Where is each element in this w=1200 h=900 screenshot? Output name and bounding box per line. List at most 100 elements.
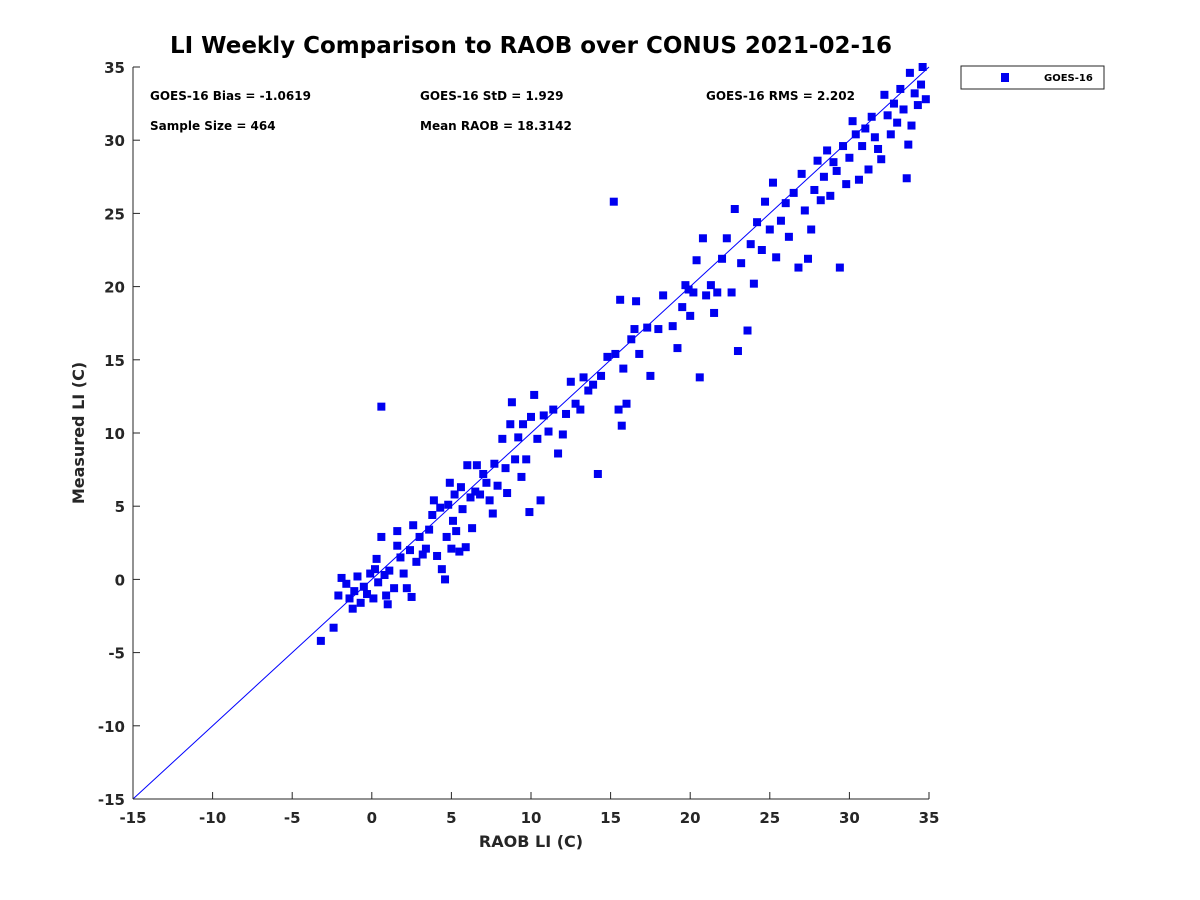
data-point	[917, 80, 926, 89]
data-point	[813, 156, 822, 165]
data-point	[861, 124, 870, 133]
x-tick-label: -5	[284, 809, 301, 827]
data-point	[832, 166, 841, 175]
x-tick-label: 25	[759, 809, 780, 827]
data-point	[702, 291, 711, 300]
data-point	[630, 325, 639, 334]
data-point	[776, 216, 785, 225]
data-point	[816, 196, 825, 205]
data-point	[668, 322, 677, 331]
data-point	[746, 240, 755, 249]
data-point	[359, 582, 368, 591]
y-tick-label: 35	[104, 59, 125, 77]
data-point	[781, 199, 790, 208]
data-point	[706, 281, 715, 290]
data-point	[461, 543, 470, 552]
y-tick-label: 25	[104, 205, 125, 223]
data-point	[880, 90, 889, 99]
x-tick-label: 20	[680, 809, 701, 827]
data-point	[632, 297, 641, 306]
data-point	[448, 516, 457, 525]
data-point	[402, 584, 411, 593]
data-point	[514, 433, 523, 442]
data-point	[727, 288, 736, 297]
data-point	[472, 461, 481, 470]
data-point	[539, 411, 548, 420]
data-point	[886, 130, 895, 139]
data-point	[829, 158, 838, 167]
data-point	[490, 459, 499, 468]
y-tick-label: -5	[108, 645, 125, 663]
data-point	[566, 377, 575, 386]
data-point	[768, 178, 777, 187]
data-point	[854, 175, 863, 184]
data-point	[749, 279, 758, 288]
data-point	[845, 153, 854, 162]
data-point	[619, 364, 628, 373]
data-point	[334, 591, 343, 600]
data-point	[456, 483, 465, 492]
data-point	[425, 525, 434, 534]
data-point	[614, 405, 623, 414]
data-point	[549, 405, 558, 414]
data-point	[501, 464, 510, 473]
y-tick-label: 10	[104, 425, 125, 443]
data-point	[593, 469, 602, 478]
data-point	[654, 325, 663, 334]
data-point	[684, 285, 693, 294]
x-tick-label: 10	[521, 809, 542, 827]
y-tick-label: 5	[115, 498, 125, 516]
std-annotation: GOES-16 StD = 1.929	[420, 89, 563, 103]
data-point	[692, 256, 701, 265]
data-point	[877, 155, 886, 164]
data-point	[428, 510, 437, 519]
data-point	[921, 95, 930, 104]
data-point	[722, 234, 731, 243]
data-point	[356, 598, 365, 607]
data-point	[848, 117, 857, 126]
bias-annotation: GOES-16 Bias = -1.0619	[150, 89, 311, 103]
x-tick-label: 15	[600, 809, 621, 827]
data-point	[635, 349, 644, 358]
data-point	[452, 527, 461, 536]
data-point	[902, 174, 911, 183]
data-point	[372, 554, 381, 563]
legend-entry-goes-16: GOES-16	[1044, 73, 1093, 84]
data-point	[441, 575, 450, 584]
data-point	[558, 430, 567, 439]
data-point	[842, 180, 851, 189]
data-point	[800, 206, 809, 215]
data-point	[698, 234, 707, 243]
y-tick-label: 0	[115, 571, 125, 589]
data-point	[757, 246, 766, 254]
x-tick-label: 35	[919, 809, 940, 827]
data-point	[673, 344, 682, 353]
data-point	[437, 565, 446, 574]
data-point	[823, 146, 832, 155]
data-point	[544, 427, 553, 436]
data-point	[377, 532, 386, 541]
data-point	[819, 172, 828, 181]
data-point	[794, 263, 803, 272]
data-point	[910, 89, 919, 98]
data-point	[611, 349, 620, 358]
data-point	[737, 259, 746, 268]
data-point	[807, 225, 816, 234]
sample-size-annotation: Sample Size = 464	[150, 119, 276, 133]
data-point	[864, 165, 873, 174]
data-point	[418, 550, 427, 559]
data-point	[466, 493, 475, 502]
data-point	[436, 503, 445, 512]
data-point	[390, 584, 399, 593]
data-point	[772, 253, 781, 262]
legend: GOES-16	[960, 65, 1105, 90]
y-tick-label: 15	[104, 352, 125, 370]
data-point	[810, 185, 819, 194]
data-point	[603, 352, 612, 361]
y-tick-label: -10	[98, 718, 125, 736]
data-point	[530, 390, 539, 399]
data-point	[576, 405, 585, 414]
data-point	[517, 472, 526, 481]
data-point	[804, 254, 813, 263]
x-tick-label: -15	[119, 809, 146, 827]
